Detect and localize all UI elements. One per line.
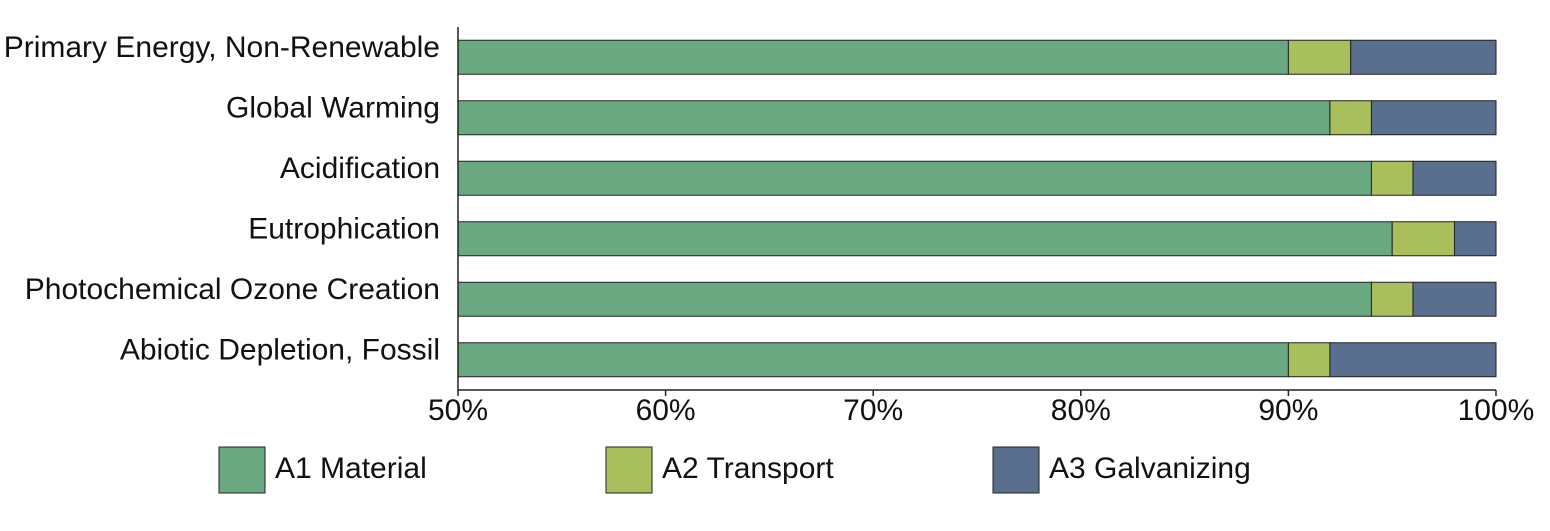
legend-label: A1 Material xyxy=(275,452,427,485)
bar-segment xyxy=(1412,281,1497,317)
bar-segment xyxy=(1370,100,1497,136)
bar-segment xyxy=(457,281,1372,317)
legend-label: A3 Galvanizing xyxy=(1049,452,1251,485)
x-tick-label: 90% xyxy=(1258,394,1318,427)
y-tick-label: Eutrophication xyxy=(248,213,440,246)
bar-segment xyxy=(1370,281,1414,317)
x-tick-label: 100% xyxy=(1458,394,1535,427)
x-tick-label: 50% xyxy=(428,394,488,427)
bar-segment xyxy=(457,100,1331,136)
bar-segment xyxy=(1350,39,1497,75)
y-tick-label: Global Warming xyxy=(226,92,440,125)
bar-segment xyxy=(1391,221,1455,257)
y-tick-label: Abiotic Depletion, Fossil xyxy=(120,334,440,367)
legend-swatch xyxy=(605,446,653,494)
x-tick-label: 70% xyxy=(843,394,903,427)
bar-segment xyxy=(457,160,1372,196)
bar-segment xyxy=(1329,100,1372,136)
bar-segment xyxy=(457,39,1289,75)
x-tick-label: 60% xyxy=(636,394,696,427)
bar-segment xyxy=(1370,160,1414,196)
bar-segment xyxy=(457,342,1289,378)
x-tick-label: 80% xyxy=(1051,394,1111,427)
bar-segment xyxy=(1453,221,1497,257)
bar-segment xyxy=(1287,342,1331,378)
legend-swatch xyxy=(992,446,1040,494)
bar-segment xyxy=(1412,160,1497,196)
bar-segment xyxy=(457,221,1393,257)
bar-segment xyxy=(1329,342,1497,378)
y-tick-label: Acidification xyxy=(280,152,440,185)
legend-label: A2 Transport xyxy=(662,452,834,485)
y-tick-label: Photochemical Ozone Creation xyxy=(25,273,440,306)
bar-segment xyxy=(1287,39,1352,75)
legend-swatch xyxy=(218,446,266,494)
y-tick-label: Primary Energy, Non-Renewable xyxy=(4,31,440,64)
